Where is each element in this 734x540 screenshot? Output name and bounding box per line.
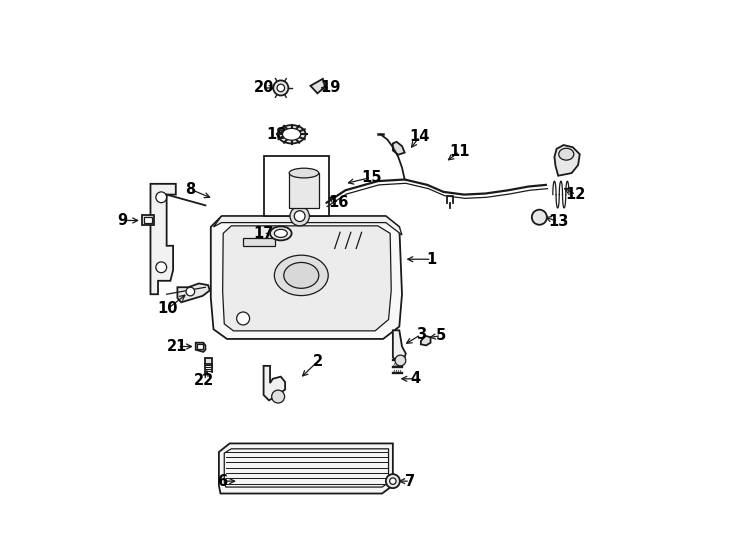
Text: 1: 1 (426, 252, 437, 267)
Circle shape (386, 474, 400, 488)
Circle shape (294, 211, 305, 221)
Circle shape (532, 210, 547, 225)
Circle shape (395, 355, 406, 366)
Polygon shape (211, 216, 402, 339)
Text: 5: 5 (436, 328, 446, 343)
Circle shape (272, 390, 285, 403)
Circle shape (390, 478, 396, 484)
Text: 12: 12 (566, 187, 586, 202)
Polygon shape (264, 366, 285, 400)
Ellipse shape (277, 125, 305, 144)
Text: 17: 17 (253, 226, 274, 241)
Polygon shape (222, 226, 391, 331)
Circle shape (156, 192, 167, 202)
Polygon shape (150, 184, 176, 294)
Text: 14: 14 (410, 129, 430, 144)
Text: 10: 10 (158, 301, 178, 316)
Bar (206, 359, 212, 364)
Circle shape (236, 312, 250, 325)
Circle shape (186, 287, 195, 296)
Polygon shape (214, 216, 402, 235)
Bar (289, 173, 319, 208)
Text: 15: 15 (361, 170, 382, 185)
Text: 22: 22 (195, 373, 214, 388)
Circle shape (277, 84, 285, 92)
Text: 18: 18 (266, 127, 287, 142)
Ellipse shape (270, 226, 291, 240)
Ellipse shape (283, 129, 301, 140)
Bar (142, 215, 153, 225)
Text: 8: 8 (185, 181, 195, 197)
Text: 19: 19 (320, 80, 341, 96)
Text: 6: 6 (217, 474, 228, 489)
Bar (197, 344, 203, 349)
Text: 9: 9 (117, 213, 128, 228)
Polygon shape (393, 330, 406, 363)
Text: 11: 11 (449, 144, 470, 159)
Circle shape (273, 80, 288, 96)
Text: 3: 3 (415, 327, 426, 342)
Polygon shape (393, 142, 404, 155)
Polygon shape (273, 165, 284, 172)
Text: 21: 21 (167, 339, 188, 354)
Polygon shape (554, 145, 580, 176)
Ellipse shape (275, 255, 328, 295)
Polygon shape (196, 343, 206, 352)
Ellipse shape (284, 262, 319, 288)
Bar (144, 217, 151, 223)
Ellipse shape (275, 230, 287, 238)
Circle shape (290, 206, 309, 226)
Circle shape (156, 262, 167, 273)
Text: 16: 16 (329, 195, 349, 210)
Text: 4: 4 (410, 372, 421, 386)
Bar (264, 156, 330, 216)
Text: 7: 7 (405, 474, 415, 489)
Polygon shape (243, 238, 275, 246)
Text: 13: 13 (548, 214, 568, 229)
Ellipse shape (289, 168, 319, 178)
Polygon shape (421, 336, 431, 346)
Text: 2: 2 (313, 354, 322, 369)
Ellipse shape (559, 148, 574, 160)
Polygon shape (178, 284, 210, 302)
Polygon shape (310, 79, 325, 93)
Polygon shape (219, 443, 393, 494)
Text: 20: 20 (253, 80, 274, 96)
